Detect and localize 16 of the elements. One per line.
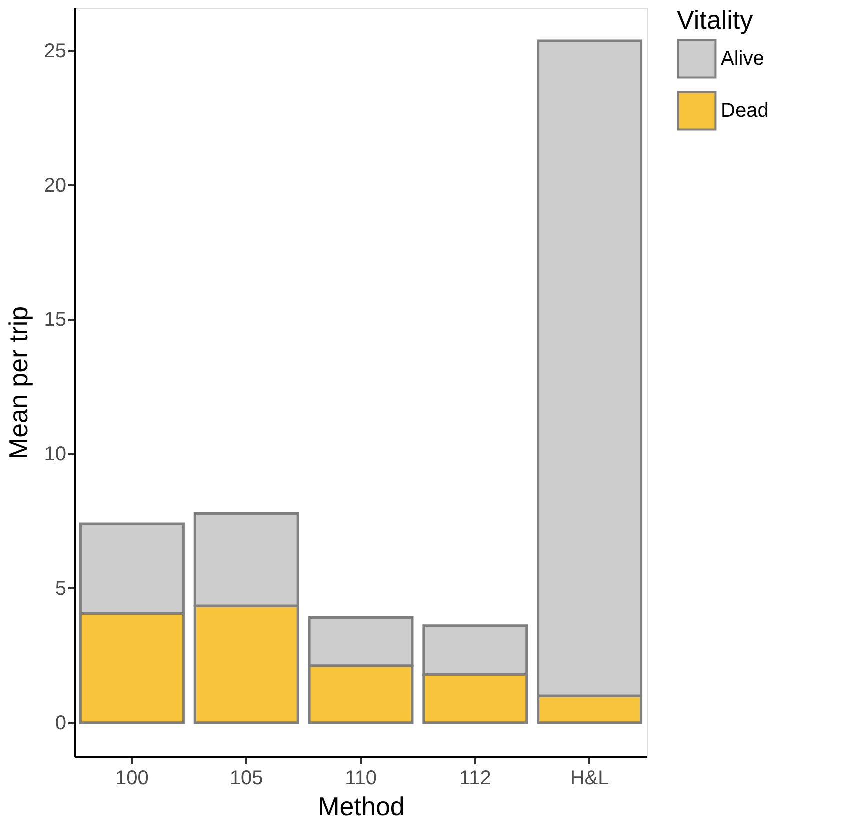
y-tick-label: 0 [55,712,66,734]
legend-label: Alive [721,48,764,70]
x-tick-label: 105 [230,768,264,790]
x-axis-title: Method [318,792,405,822]
x-tick-label: 112 [459,768,492,790]
legend-label: Dead [721,100,769,122]
y-tick-label: 5 [55,578,66,600]
x-tick-label: 110 [345,768,377,790]
y-axis-title: Mean per trip [3,306,34,460]
legend-title: Vitality [677,5,754,35]
x-tick-label: 100 [116,768,149,790]
y-tick-label: 15 [44,309,66,332]
x-tick-label: H&L [570,768,610,790]
y-tick-label: 10 [44,444,66,466]
y-tick-label: 20 [44,174,66,197]
y-tick-label: 25 [44,40,66,62]
